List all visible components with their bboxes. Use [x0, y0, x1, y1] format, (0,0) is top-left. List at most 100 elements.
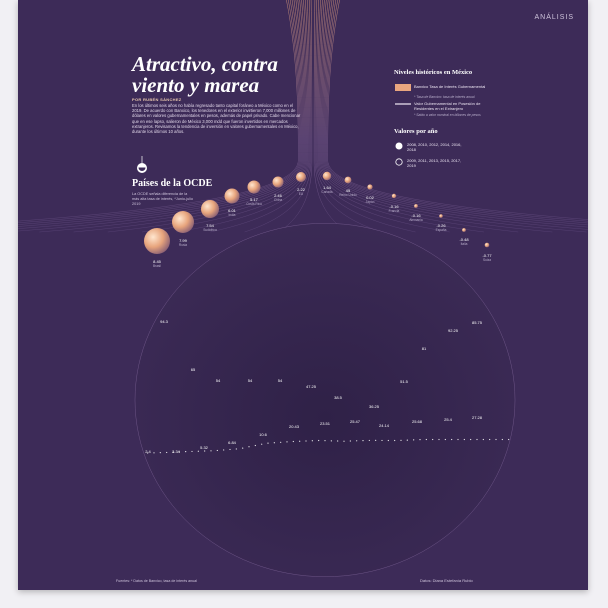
country-value: 8.45: [153, 259, 161, 264]
byline: POR RUBÉN SÁNCHEZ: [132, 97, 182, 102]
country-name: India: [228, 213, 236, 217]
country-name: Sudáfrica: [203, 228, 217, 232]
country-label: -0.48 Italia: [459, 237, 468, 246]
legend-label-foreign: Valor Gubernamental en Posesión de Resid…: [414, 101, 481, 111]
years-title: Valores por año: [394, 128, 438, 135]
interest-rate-label: 81: [421, 346, 427, 351]
country-label: 2.22 EU: [297, 187, 305, 196]
country-value: -0.16: [389, 204, 399, 209]
country-name: Brasil: [153, 264, 161, 268]
country-label: -0.77 Suiza: [482, 253, 491, 262]
headline: Atractivo, contra viento y marea: [132, 52, 278, 97]
country-bubble: [484, 242, 490, 248]
country-bubble: [296, 172, 306, 182]
footer-credit: Datos: Diana Estefanía Rubio: [420, 578, 473, 583]
interest-rate-label: 92.25: [447, 328, 459, 333]
country-name: Costa Rica: [246, 202, 262, 206]
country-name: Italia: [460, 242, 468, 246]
country-value: -0.26: [436, 223, 446, 228]
interest-rate-label: 85.75: [471, 320, 483, 325]
country-name: Japón: [365, 200, 375, 204]
years-group-even: 2008, 2010, 2012, 2014, 2016, 2018: [407, 142, 462, 152]
infographic-poster: ANÁLISIS Atractivo, contra viento y mare…: [18, 0, 588, 590]
country-label: -0.26 España: [436, 223, 447, 232]
filled-circle-icon: [395, 142, 403, 150]
foreign-holding-label: 2.4: [145, 449, 151, 454]
country-value: 2.22: [297, 187, 305, 192]
country-label: -0.16 Alemania: [409, 213, 422, 222]
legend-swatch-interest: [395, 84, 411, 91]
legend-note-interest: * Tasa de Banxico: tasa de interés anual: [414, 95, 475, 99]
legend-title: Niveles históricos en México: [394, 69, 473, 76]
legend-swatches: [395, 84, 411, 166]
country-bubble: [172, 211, 194, 233]
country-value: -0.77: [482, 253, 492, 258]
interest-rate-label: 51.5: [400, 379, 408, 384]
country-bubble: [247, 180, 261, 194]
intro-paragraph: En los últimos seis años no había regres…: [132, 103, 301, 135]
country-name: China: [273, 198, 283, 202]
country-value: -0.16: [411, 213, 421, 218]
interest-rate-label: 36.25: [368, 404, 380, 409]
foreign-holding-label: 27.28: [471, 415, 483, 420]
country-name: EU: [298, 192, 304, 196]
country-label: 8.45 Brasil: [153, 259, 161, 268]
country-label: 45 Reino Unido: [339, 188, 357, 197]
foreign-holding-label: 3.34: [172, 449, 180, 454]
country-bubbles: [144, 171, 490, 254]
country-value: 5.17: [250, 197, 258, 202]
country-value: 1.64: [323, 185, 331, 190]
foreign-holding-label: 10.6: [259, 432, 267, 437]
country-name: Alemania: [409, 218, 423, 222]
interest-rate-label: 94.3: [160, 319, 168, 324]
country-bubble: [201, 200, 219, 218]
country-name: Suiza: [483, 258, 491, 262]
footer-source: Fuentes: * Datos de Banxico, tasa de int…: [116, 579, 197, 583]
interest-rate-label: 54: [277, 378, 283, 383]
ocde-title: Países de la OCDE: [132, 178, 213, 189]
country-bubble: [391, 193, 397, 199]
legend-label-interest: Banxico Tasa de Interés Gubernamental: [414, 84, 486, 89]
country-value: 0.02: [366, 195, 374, 200]
interest-rate-label: 38.5: [334, 395, 342, 400]
country-name: Rusia: [178, 243, 188, 247]
country-label: 7.54 Sudáfrica: [203, 223, 216, 232]
interest-rate-label: 47.25: [305, 384, 317, 389]
country-name: España: [435, 228, 447, 232]
foreign-holding-label: 24.14: [378, 423, 390, 428]
foreign-holding-label: 25.68: [411, 419, 423, 424]
country-bubble: [322, 171, 332, 181]
country-label: 7.99 Rusia: [179, 238, 187, 247]
country-label: 2.46 China: [274, 193, 282, 202]
country-bubble: [367, 184, 373, 190]
foreign-holding-label: 23.51: [319, 421, 331, 426]
country-bubble: [462, 228, 466, 232]
country-bubble: [414, 204, 418, 208]
country-bubble: [439, 214, 443, 218]
outline-circle-icon: [395, 158, 403, 166]
foreign-holding-label: 25.4: [444, 417, 452, 422]
country-name: Canadá: [321, 190, 333, 194]
country-value: -0.48: [459, 237, 469, 242]
drop-icon: [137, 156, 147, 173]
country-bubble: [344, 176, 352, 184]
foreign-holding-label: 6.84: [228, 440, 236, 445]
country-label: -0.16 Francia: [389, 204, 400, 213]
country-value: 7.99: [179, 238, 187, 243]
country-name: Reino Unido: [339, 193, 357, 197]
funnel-stem: [18, 0, 588, 233]
years-group-odd: 2009, 2011, 2013, 2015, 2017, 2019: [407, 158, 462, 168]
section-tag: ANÁLISIS: [534, 14, 574, 21]
country-bubble: [224, 188, 240, 204]
foreign-holding-label: 25.47: [349, 419, 361, 424]
country-label: 6.01 India: [228, 208, 236, 217]
country-value: 7.54: [206, 223, 214, 228]
country-value: 6.01: [228, 208, 236, 213]
interest-rate-label: 65: [190, 367, 196, 372]
country-value: 2.46: [274, 193, 282, 198]
legend-note-foreign: * Saldo a valor nominal en billones de p…: [414, 113, 481, 117]
country-bubble: [144, 228, 170, 254]
ocde-text: La OCDE señala diferencia de la más alta…: [132, 192, 193, 206]
interest-rate-label: 54: [247, 378, 253, 383]
country-label: 5.17 Costa Rica: [246, 197, 262, 206]
